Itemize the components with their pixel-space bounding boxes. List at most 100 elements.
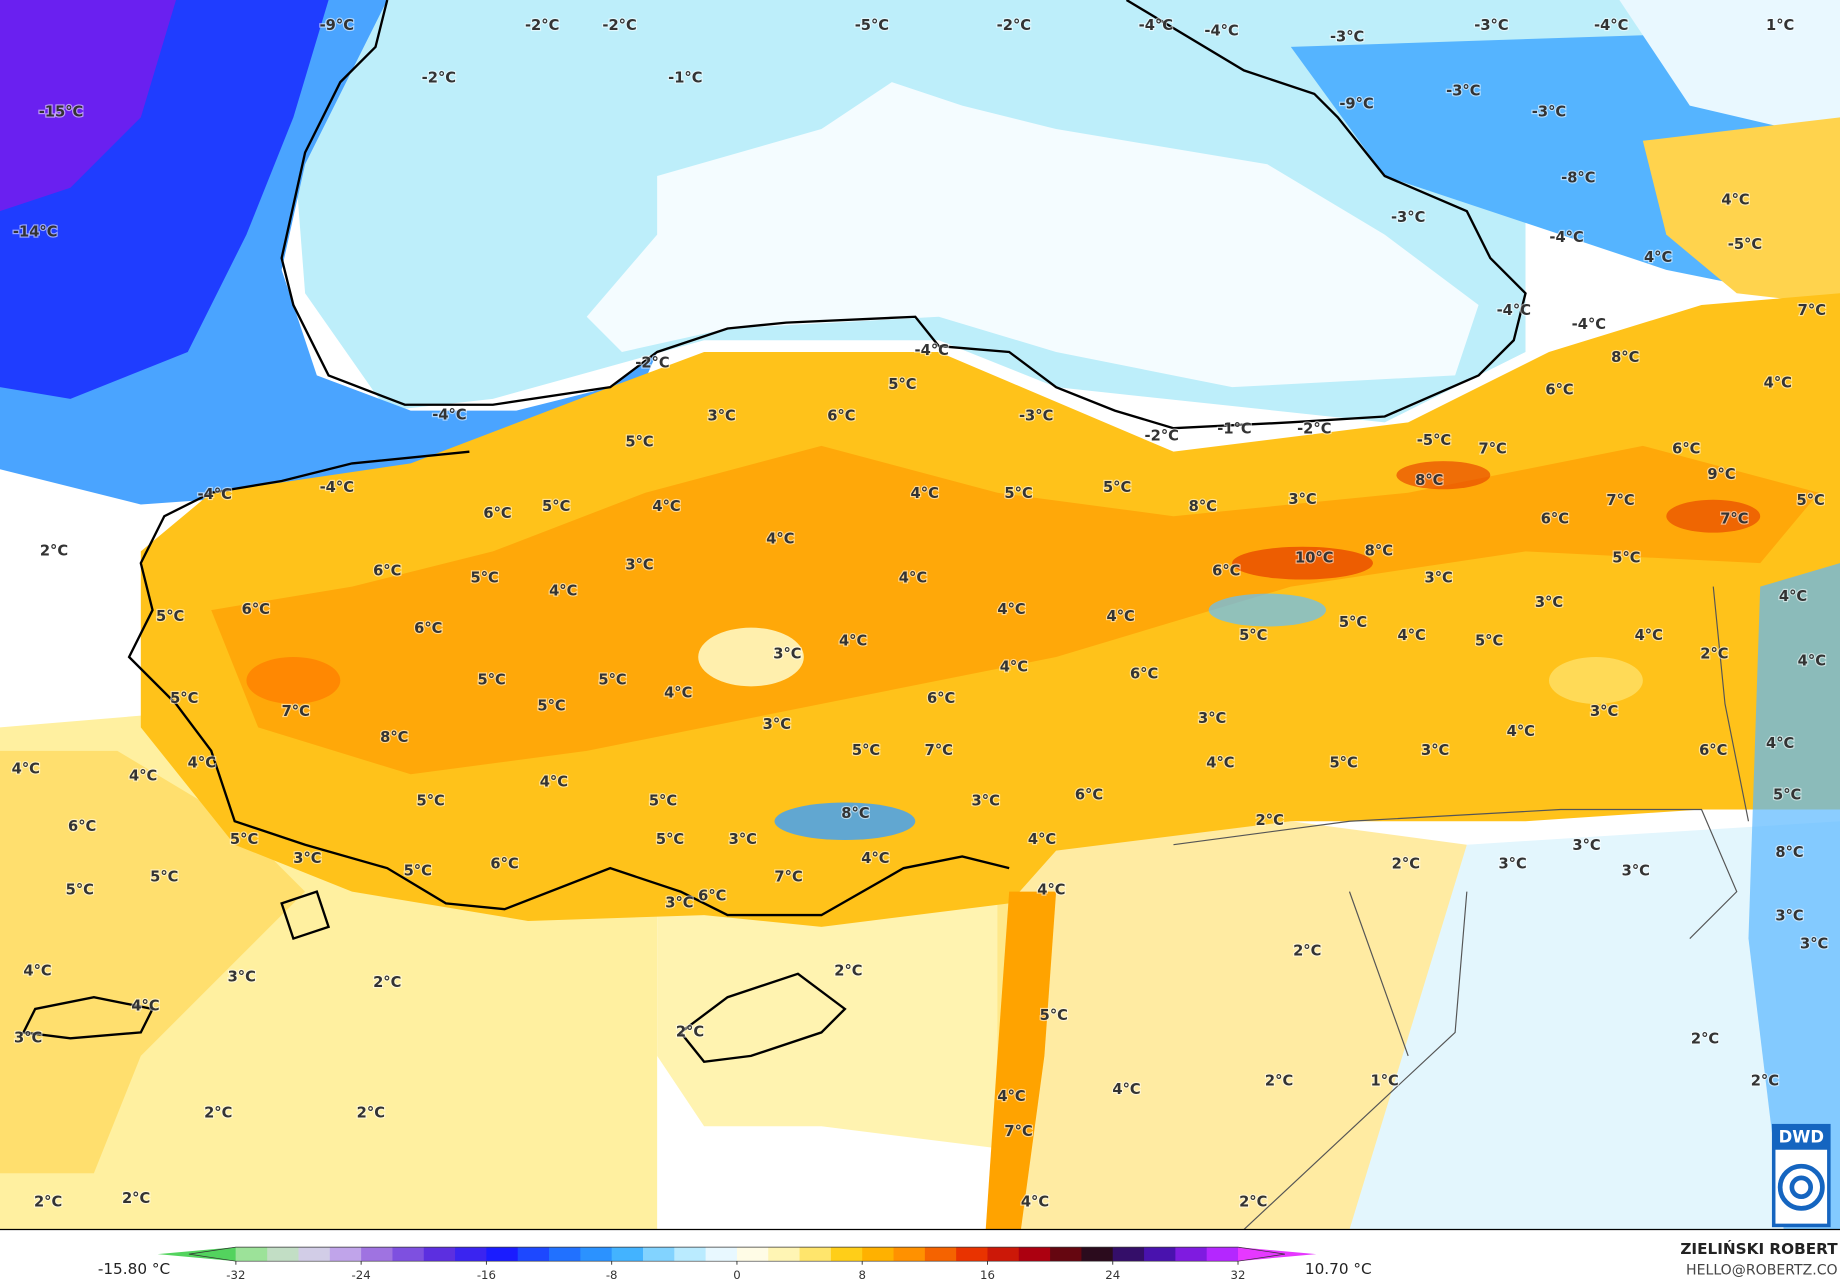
temperature-label: 5°C [404,863,432,880]
temperature-label: 6°C [414,620,442,637]
colorbar-segment [611,1247,644,1262]
temperature-label: 4°C [899,569,927,586]
temperature-label: 8°C [1775,844,1803,861]
temperature-label: 4°C [12,761,40,778]
temperature-label: 4°C [1721,192,1749,209]
temperature-label: 4°C [1107,608,1135,625]
temperature-label: 2°C [40,542,68,559]
temperature-label: 3°C [773,646,801,663]
temperature-label: 4°C [861,850,889,867]
temperature-label: -4°C [198,486,232,503]
temperature-label: 3°C [1622,863,1650,880]
temperature-label: 3°C [228,968,256,985]
colorbar-segment [361,1247,394,1262]
temperature-label: 2°C [204,1104,232,1121]
temperature-label: 3°C [665,894,693,911]
temperature-label: 2°C [1392,856,1420,873]
colorbar-segment [862,1247,895,1262]
temperature-label: 9°C [1707,466,1735,483]
colorbar-segment [642,1247,675,1262]
temperature-label: -4°C [915,342,949,359]
temperature-label: 2°C [1691,1030,1719,1047]
temperature-label: 6°C [1130,666,1158,683]
temperature-label: 6°C [373,562,401,579]
temperature-label: 6°C [242,601,270,618]
temperature-label: 5°C [1329,755,1357,772]
temperature-label: 3°C [1800,935,1828,952]
temperature-label: -2°C [997,17,1031,34]
colorbar-tick-label: -16 [477,1268,496,1282]
temperature-label: 1°C [1766,17,1794,34]
temperature-label: 2°C [676,1023,704,1040]
temperature-label: 7°C [774,869,802,886]
temperature-label: -8°C [1561,169,1595,186]
temperature-label: 3°C [1535,594,1563,611]
colorbar-segment [1050,1247,1083,1262]
dwd-logo: DWD [1771,1123,1831,1228]
temperature-label: -14°C [13,223,58,240]
colorbar-segment [830,1247,863,1262]
temperature-label: 2°C [1239,1194,1267,1211]
temperature-label: -4°C [320,479,354,496]
temperature-label: 3°C [14,1029,42,1046]
temperature-label: 4°C [1028,831,1056,848]
temperature-label: 2°C [834,962,862,979]
colorbar-tick-label: -8 [606,1268,618,1282]
temperature-label: 3°C [1425,569,1453,586]
colorbar-segment [1206,1247,1239,1262]
temperature-label: -2°C [525,17,559,34]
logo-text: DWD [1779,1128,1824,1147]
temperature-label: -2°C [1297,420,1331,437]
temperature-label: 6°C [827,407,855,424]
temperature-label: 5°C [649,792,677,809]
colorbar-segment [956,1247,989,1262]
temperature-label: 2°C [373,974,401,991]
temperature-label: 5°C [1004,485,1032,502]
temperature-label: 5°C [1612,549,1640,566]
temperature-labels: -9°C -2°C -2°C -2°C -1°C -5°C -2°C -4°C -4°C -3°C… [10,16,1829,1212]
colorbar-segment [799,1247,832,1262]
temperature-label: 4°C [1021,1194,1049,1211]
temperature-label: 5°C [598,671,626,688]
temperature-label: 7°C [1004,1123,1032,1140]
temperature-label: 3°C [1288,491,1316,508]
temperature-label: 5°C [470,569,498,586]
map-background [0,0,1840,1230]
min-value: -15.80 °C [98,1260,170,1278]
temperature-label: 4°C [549,582,577,599]
temperature-label: 3°C [729,831,757,848]
temperature-label: 1°C [1371,1073,1399,1090]
temperature-label: -3°C [1474,17,1508,34]
colorbar-segment [1144,1247,1176,1262]
temperature-label: 6°C [1212,562,1240,579]
temperature-label: -2°C [602,17,636,34]
temperature-label: 5°C [1797,492,1825,509]
colorbar-segment [267,1247,300,1262]
temperature-label: -5°C [855,17,889,34]
temperature-label: 5°C [1239,627,1267,644]
colorbar-segment [392,1247,425,1262]
temperature-label: -9°C [1339,95,1373,112]
temperature-label: -5°C [1417,432,1451,449]
temperature-label: 5°C [1773,786,1801,803]
temperature-label: 2°C [1293,942,1321,959]
colorbar: -32 -24 -16 -8 0 8 16 24 32 [157,1246,1317,1282]
temperature-label: 4°C [839,633,867,650]
colorbar-segment [298,1247,331,1262]
coastlines [21,0,1527,1063]
temperature-label: 8°C [380,729,408,746]
temperature-label: 8°C [841,805,869,822]
colorbar-segment [455,1247,487,1262]
temperature-label: 7°C [1479,440,1507,457]
temperature-label: 4°C [129,768,157,785]
colorbar-segment [705,1247,738,1262]
colorbar-tick-label: 8 [858,1268,865,1282]
temperature-label: -4°C [432,406,466,423]
colorbar-segment [486,1247,519,1262]
temperature-label: 7°C [1720,511,1748,528]
temperature-label: 6°C [490,856,518,873]
temperature-label: -3°C [1330,29,1364,46]
temperature-label: -2°C [635,355,669,372]
colorbar-tick-label: 24 [1105,1268,1120,1282]
temperature-label: 8°C [1365,542,1393,559]
